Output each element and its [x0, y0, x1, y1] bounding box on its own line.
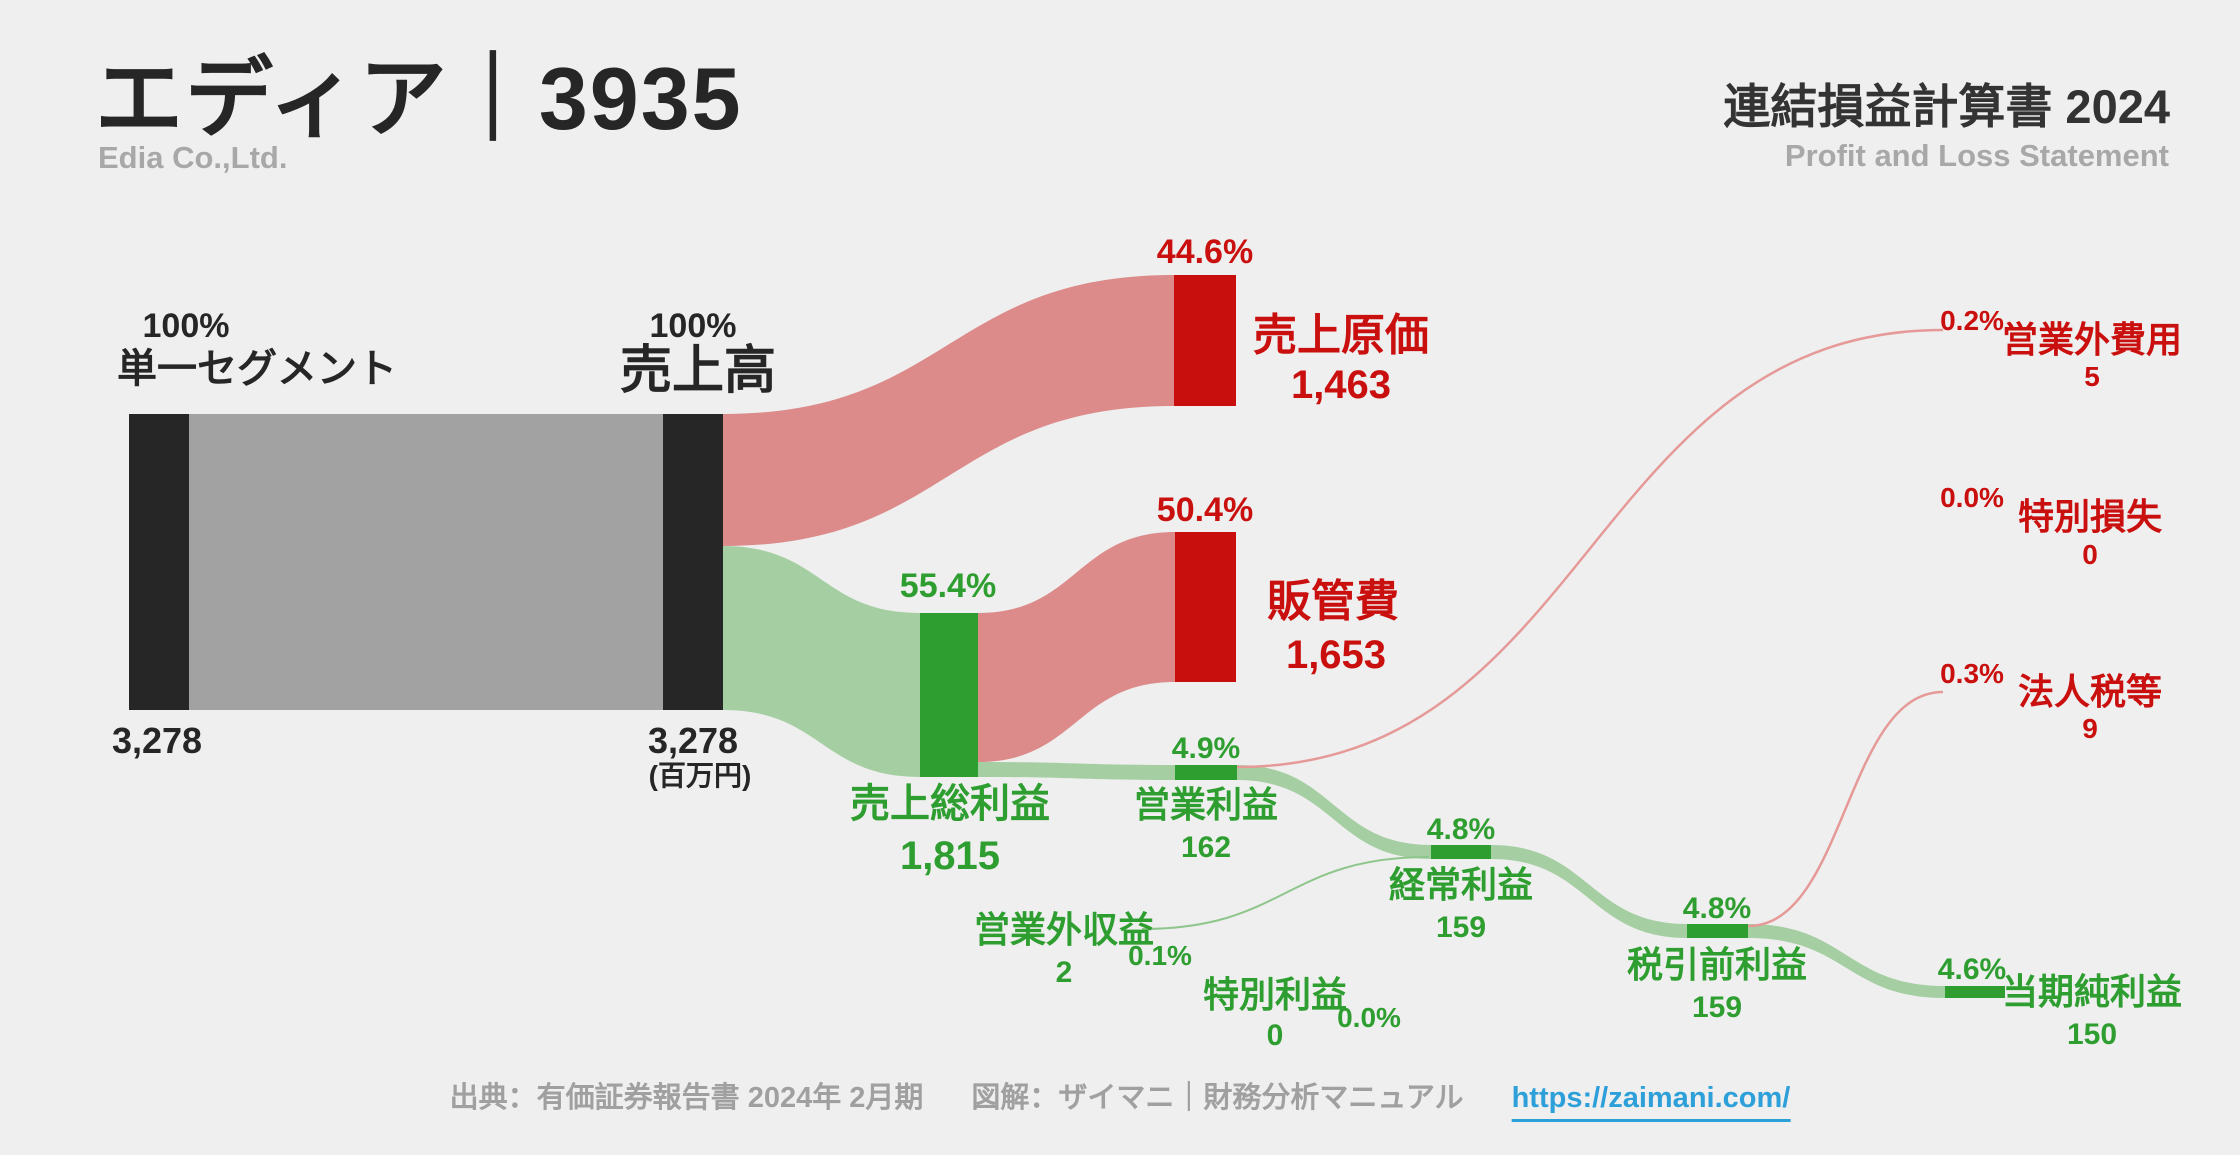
flow-ordinary-pretax: [1491, 845, 1687, 938]
label-ordinary-value: 159: [1435, 911, 1487, 944]
node-sales: [663, 414, 723, 710]
flow-pretax-tax: [1747, 690, 1944, 928]
flow-sales-gross: [723, 546, 920, 777]
node-segment: [129, 414, 189, 710]
label-gross-name: 売上総利益: [850, 782, 1050, 826]
report-title: 連結損益計算書 2024: [1723, 80, 2170, 133]
label-ordinary-name: 経常利益: [1388, 864, 1534, 905]
flow-gross-operating: [978, 762, 1175, 780]
flow-pretax-net: [1748, 924, 1945, 998]
label-net-pct: 4.6%: [1937, 953, 2007, 986]
footer-link[interactable]: https://zaimani.com/: [1511, 1082, 1791, 1122]
label-special-gain-pct: 0.0%: [1337, 1002, 1401, 1033]
label-special-loss-name: 特別損失: [2017, 496, 2163, 537]
label-cogs-value: 1,463: [1290, 363, 1392, 407]
label-operating-pct: 4.9%: [1171, 732, 1241, 765]
label-tax-pct: 0.3%: [1940, 658, 2004, 689]
label-segment-value: 3,278: [111, 720, 203, 761]
label-cogs-pct: 44.6%: [1156, 233, 1254, 271]
node-net-profit: [1945, 986, 2005, 998]
label-nonop-expense-name: 営業外費用: [2001, 319, 2183, 360]
label-tax-name: 法人税等: [2017, 671, 2163, 712]
label-sga-value: 1,653: [1285, 633, 1387, 677]
label-sales-value: 3,278: [647, 720, 739, 761]
node-operating-profit: [1175, 765, 1237, 780]
flow-nonop-income-ordinary: [1141, 856, 1430, 930]
label-net-value: 150: [2066, 1018, 2118, 1051]
label-segment-name: 単一セグメント: [117, 347, 397, 391]
node-ordinary-profit: [1431, 845, 1491, 859]
report-subtitle: Profit and Loss Statement: [1784, 138, 2169, 173]
label-ordinary-pct: 4.8%: [1426, 813, 1496, 846]
label-segment-pct: 100%: [142, 307, 230, 345]
flow-gross-sga: [978, 532, 1175, 762]
label-pretax-name: 税引前利益: [1626, 944, 1808, 985]
footer: 出典：有価証券報告書 2024年 2月期 図解：ザイマニ｜財務分析マニュアル h…: [450, 1074, 1791, 1122]
node-cogs: [1174, 275, 1236, 406]
node-pretax-profit: [1687, 924, 1748, 938]
label-cogs-name: 売上原価: [1253, 311, 1429, 360]
label-special-gain-value: 0: [1266, 1019, 1284, 1052]
label-sga-pct: 50.4%: [1156, 491, 1254, 529]
flow-segment-sales: [189, 414, 663, 710]
label-special-loss-value: 0: [2082, 539, 2098, 570]
flow-sales-cogs: [723, 275, 1174, 546]
label-nonop-income-value: 2: [1055, 956, 1073, 989]
label-sga-name: 販管費: [1267, 577, 1399, 626]
label-sales-name: 売上高: [619, 342, 777, 400]
label-operating-value: 162: [1180, 831, 1232, 864]
flow-operating-nonop-expense: [1236, 328, 1944, 769]
label-nonop-income-pct: 0.1%: [1128, 940, 1192, 971]
label-special-loss-pct: 0.0%: [1940, 482, 2004, 513]
label-gross-pct: 55.4%: [899, 567, 997, 605]
label-nonop-income-name: 営業外収益: [973, 909, 1155, 950]
label-pretax-value: 159: [1691, 991, 1743, 1024]
node-gross-profit: [920, 613, 978, 777]
page-subtitle: Edia Co.,Ltd.: [98, 140, 288, 175]
footer-credit: 図解：ザイマニ｜財務分析マニュアル: [971, 1082, 1464, 1114]
footer-source: 出典：有価証券報告書 2024年 2月期: [449, 1082, 924, 1114]
label-nonop-expense-value: 5: [2084, 361, 2100, 392]
label-sales-pct: 100%: [649, 307, 737, 345]
flow-operating-ordinary: [1237, 765, 1431, 859]
page-title: エディア｜3935: [95, 49, 743, 148]
label-gross-value: 1,815: [899, 834, 1001, 878]
label-operating-name: 営業利益: [1133, 784, 1279, 825]
label-nonop-expense-pct: 0.2%: [1940, 305, 2004, 336]
label-special-gain-name: 特別利益: [1202, 974, 1348, 1015]
label-tax-value: 9: [2082, 713, 2098, 744]
label-pretax-pct: 4.8%: [1682, 892, 1752, 925]
node-sga: [1175, 532, 1236, 682]
label-net-name: 当期純利益: [2001, 971, 2183, 1012]
label-sales-unit: (百万円): [648, 760, 752, 791]
